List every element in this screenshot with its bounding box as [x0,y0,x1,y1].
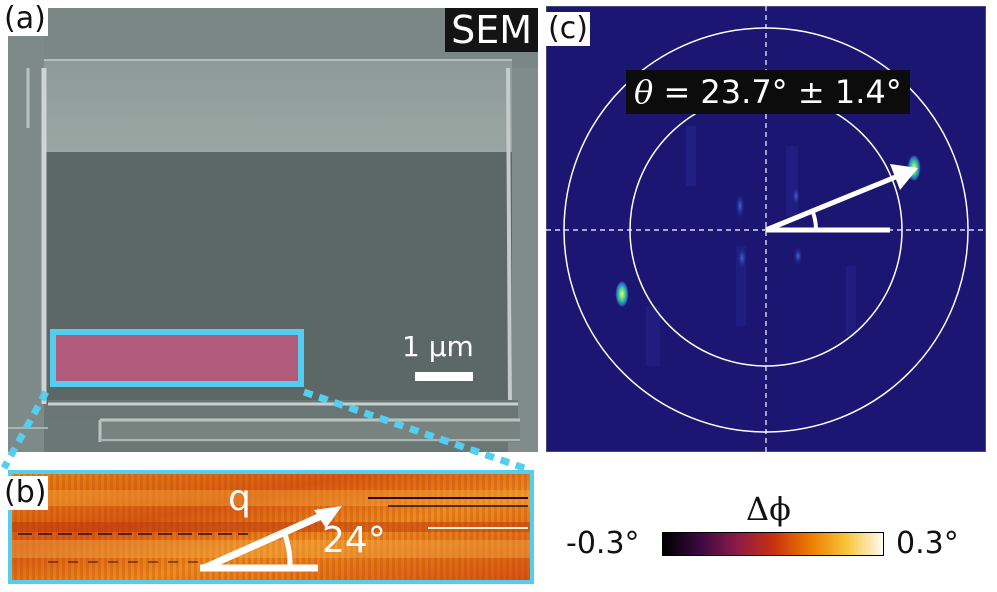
panel-c: (c) θ = 23.7° ± 1.4° [546,6,986,452]
angle-label-b: 24° [322,520,386,561]
sem-label: SEM [445,8,538,52]
scale-bar-label: 1 μm [402,330,474,363]
colorbar-gradient [662,532,884,556]
vector-label-q: q [228,478,251,519]
panel-a: (a) SEM 1 μm [2,2,538,452]
region-highlight [50,329,304,387]
scale-bar [415,372,473,381]
colorbar-title: Δϕ [746,490,791,528]
colorbar-max-label: 0.3° [896,526,959,561]
panel-label-c: (c) [546,11,590,46]
panel-label-a: (a) [2,1,48,36]
panel-label-b: (b) [2,475,49,510]
angle-readout: θ = 23.7° ± 1.4° [626,70,910,114]
phase-map [8,470,534,584]
colorbar: Δϕ -0.3° 0.3° [566,492,986,582]
colorbar-min-label: -0.3° [566,526,640,561]
fft-peak [615,280,629,308]
panel-b: (b) q 24° [2,470,534,584]
theta-symbol: θ [634,73,654,111]
angle-value: = 23.7° ± 1.4° [653,73,902,111]
sem-image [8,8,538,452]
